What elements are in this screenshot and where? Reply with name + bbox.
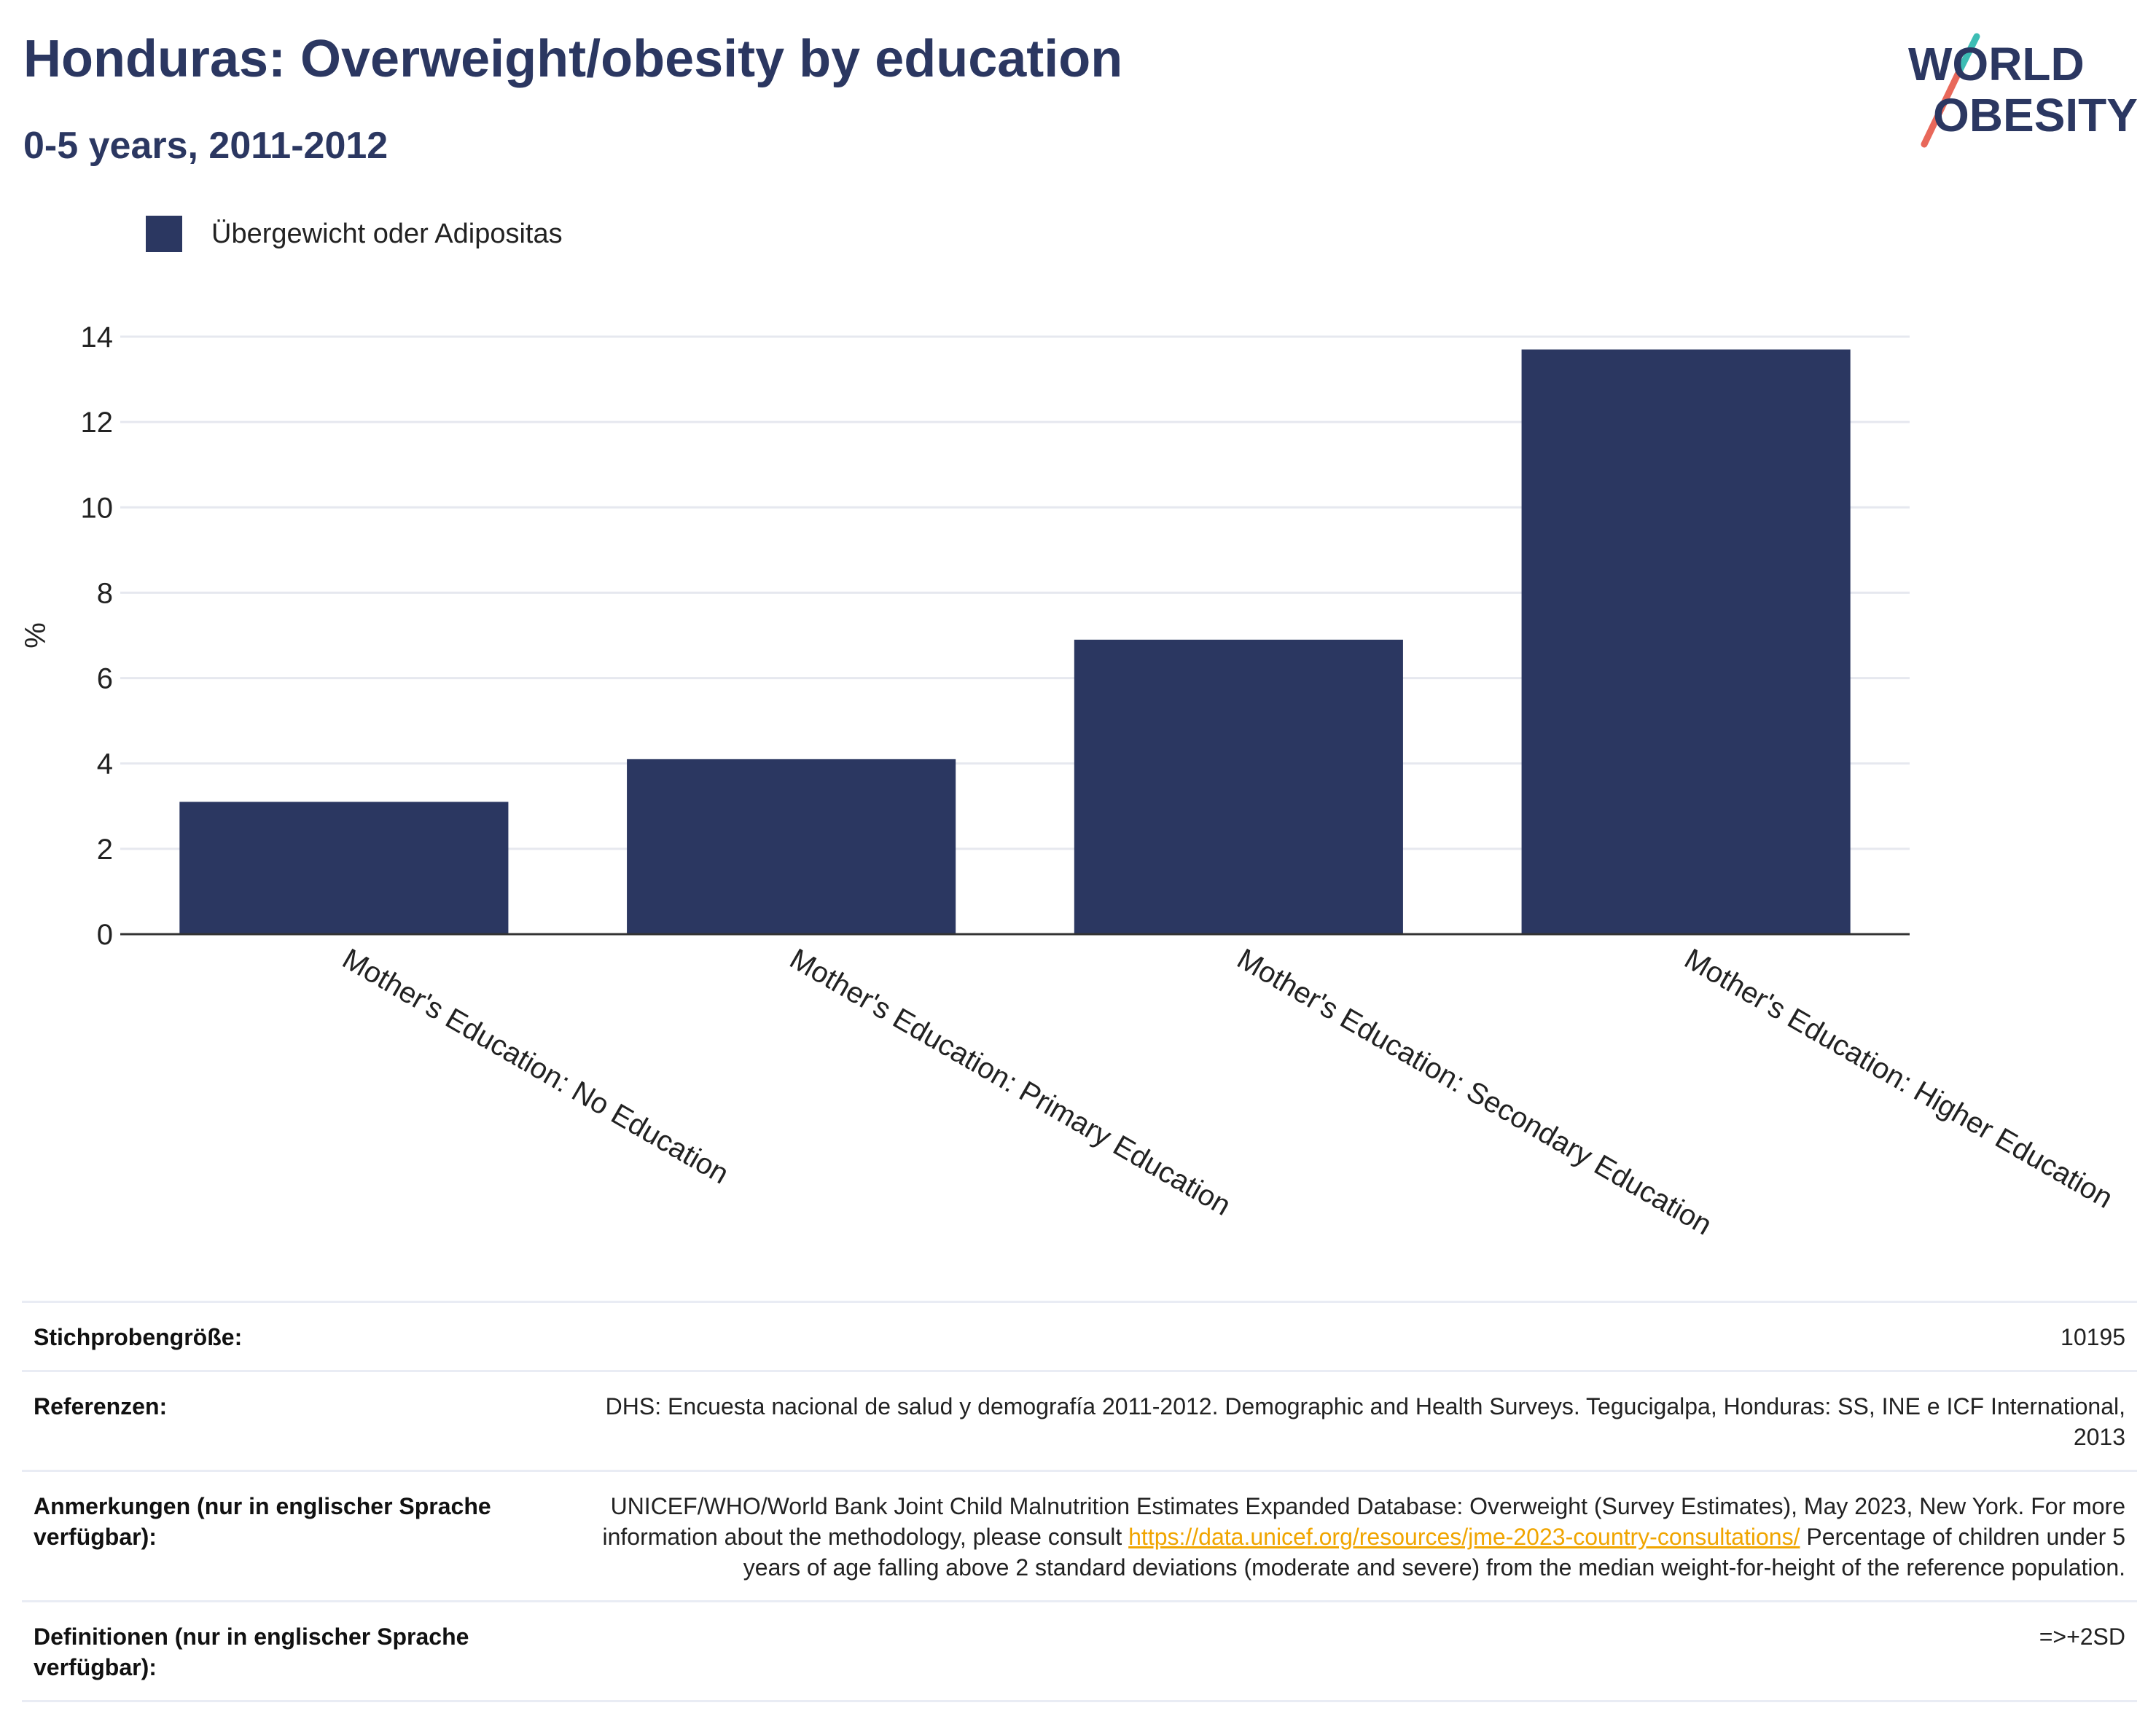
- chart-title: Honduras: Overweight/obesity by educatio…: [23, 30, 1123, 88]
- info-table: Stichprobengröße: 10195 Referenzen: DHS:…: [22, 1301, 2137, 1702]
- x-tick-label: Mother's Education: Primary Education: [784, 943, 1236, 1222]
- y-axis-label: %: [20, 622, 52, 649]
- y-tick-label: 6: [97, 663, 113, 695]
- legend-label: Übergewicht oder Adipositas: [211, 218, 563, 249]
- legend[interactable]: Übergewicht oder Adipositas: [146, 216, 563, 252]
- sample-size-label: Stichprobengröße:: [34, 1324, 243, 1350]
- y-tick-label: 4: [97, 748, 113, 780]
- bar-4[interactable]: [1521, 349, 1851, 934]
- y-tick-label: 12: [81, 407, 114, 439]
- legend-swatch: [146, 216, 182, 252]
- y-tick-label: 2: [97, 834, 113, 866]
- info-row-definitions: Definitionen (nur in englischer Sprache …: [22, 1600, 2137, 1702]
- bar-2[interactable]: [627, 759, 956, 934]
- y-tick-label: 0: [97, 919, 113, 951]
- x-tick-label: Mother's Education: No Education: [337, 943, 734, 1191]
- bar-chart: 0 2 4 6 8 10 12 14 Mother's Education: No Educa…: [20, 321, 2118, 1242]
- notes-text-before: UNICEF/WHO/World Bank Joint Child Malnut…: [602, 1493, 2125, 1550]
- definitions-value: =>+2SD: [2039, 1624, 2125, 1650]
- logo-line2: OBESITY: [1933, 89, 2138, 141]
- definitions-label: Definitionen (nur in englischer Sprache …: [34, 1624, 469, 1680]
- info-row-references: Referenzen: DHS: Encuesta nacional de sa…: [22, 1370, 2137, 1470]
- notes-value: UNICEF/WHO/World Bank Joint Child Malnut…: [558, 1491, 2125, 1583]
- bar-3[interactable]: [1074, 639, 1403, 934]
- chart-subtitle: 0-5 years, 2011-2012: [23, 125, 388, 167]
- bars: [179, 349, 1851, 934]
- x-axis-ticks: Mother's Education: No Education Mother's…: [337, 943, 2118, 1242]
- logo-line1: WORLD: [1908, 38, 2085, 90]
- notes-text-after: Percentage of children under 5 years of …: [743, 1524, 2125, 1581]
- x-tick-label: Mother's Education: Secondary Education: [1232, 943, 1717, 1242]
- info-row-notes: Anmerkungen (nur in englischer Sprache v…: [22, 1470, 2137, 1600]
- notes-label: Anmerkungen (nur in englischer Sprache v…: [34, 1493, 491, 1550]
- info-row-sample-size: Stichprobengröße: 10195: [22, 1301, 2137, 1370]
- sample-size-value: 10195: [2061, 1324, 2125, 1350]
- y-tick-label: 8: [97, 577, 113, 609]
- x-tick-label: Mother's Education: Higher Education: [1679, 943, 2118, 1215]
- world-obesity-logo: WORLD OBESITY: [1908, 33, 2138, 148]
- y-tick-label: 14: [81, 321, 114, 353]
- logo-slash-top: [1954, 33, 1980, 78]
- y-axis-ticks: 0 2 4 6 8 10 12 14: [81, 321, 114, 951]
- references-value: DHS: Encuesta nacional de salud y demogr…: [605, 1393, 2125, 1450]
- references-label: Referenzen:: [34, 1393, 168, 1419]
- logo-slash-bottom: [1921, 71, 1961, 148]
- bar-1[interactable]: [179, 802, 509, 934]
- y-tick-label: 10: [81, 492, 114, 524]
- notes-link[interactable]: https://data.unicef.org/resources/jme-20…: [1128, 1524, 1800, 1550]
